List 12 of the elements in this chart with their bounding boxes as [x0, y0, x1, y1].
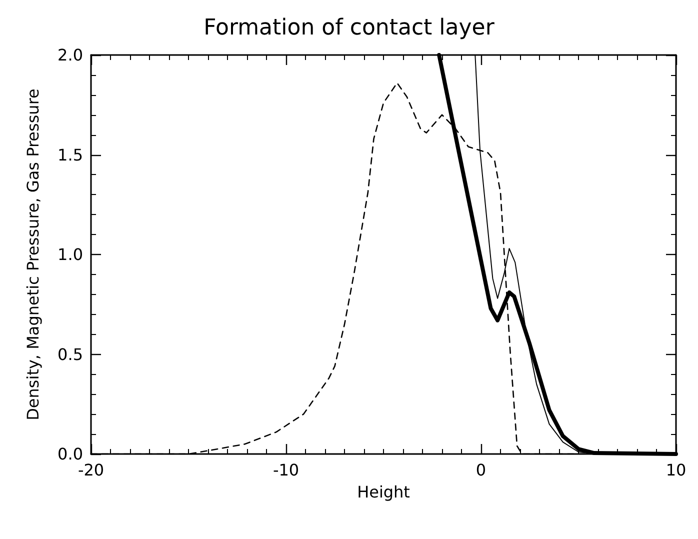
y-axis-title: Density, Magnetic Pressure, Gas Pressure	[24, 88, 42, 420]
y-tick-label: 1.0	[58, 245, 83, 264]
y-tick-label: 0.5	[58, 344, 83, 364]
chart-title: Formation of contact layer	[204, 16, 496, 40]
y-tick-label: 1.5	[58, 145, 83, 164]
x-tick-label: 0	[476, 460, 486, 480]
y-tick-label: 0.0	[58, 444, 83, 464]
y-tick-label: 2.0	[58, 46, 83, 64]
x-axis-title: Height	[357, 482, 410, 502]
x-tick-label: -20	[78, 460, 104, 480]
x-tick-label: 10	[666, 460, 686, 480]
x-tick-label: -10	[272, 460, 300, 480]
